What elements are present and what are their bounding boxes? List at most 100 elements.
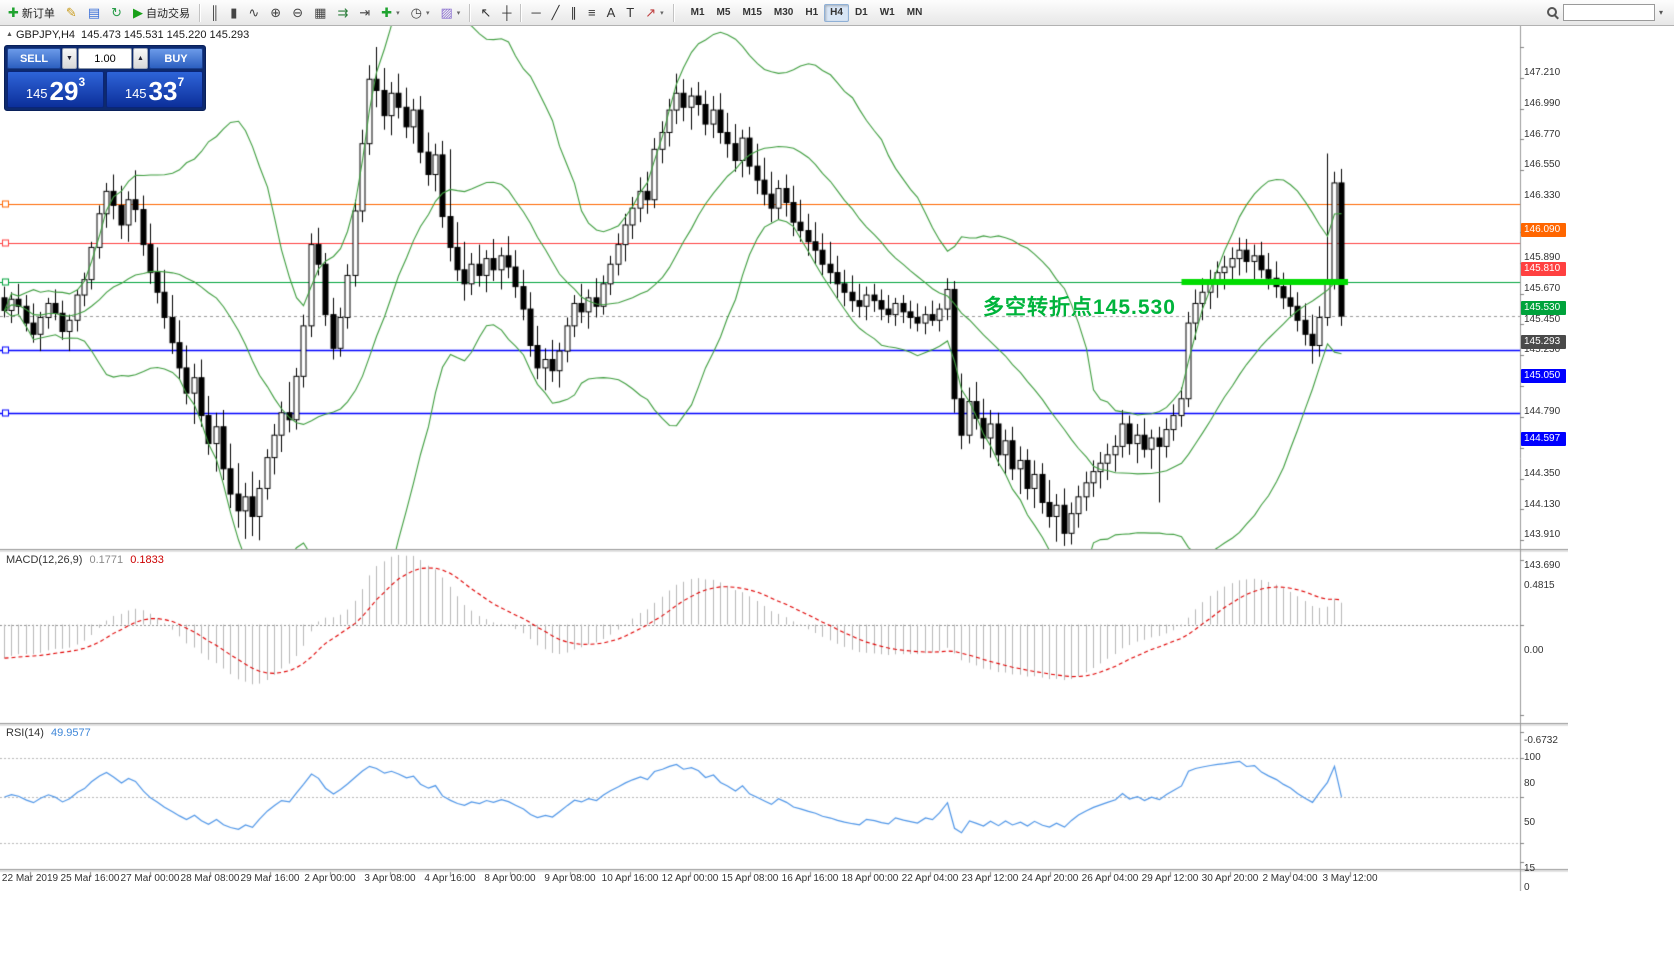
- volume-input[interactable]: [78, 48, 132, 69]
- search-dropdown-icon[interactable]: ▾: [1658, 8, 1663, 17]
- price-tick-label: 145.230: [1524, 344, 1561, 356]
- toolbar-separator: [469, 3, 472, 22]
- price-tick-label: 143.910: [1524, 529, 1561, 541]
- sell-price-button[interactable]: 145 29 3: [7, 71, 104, 108]
- trendline-icon: ╱: [551, 5, 560, 20]
- candlestick-chart-button[interactable]: ▮: [225, 3, 242, 23]
- toolbar-separator: [199, 3, 202, 22]
- zoom-in-icon: ⊕: [270, 5, 282, 20]
- macd-indicator-name: MACD(12,26,9): [6, 554, 83, 566]
- time-tick-label: 29 Mar 16:00: [240, 873, 300, 884]
- horizontal-line-button[interactable]: ─: [526, 3, 545, 23]
- autotrading-button[interactable]: ▶ 自动交易: [128, 3, 195, 23]
- rsi-scale-label: 15: [1524, 862, 1536, 874]
- zoom-in-button[interactable]: ⊕: [265, 3, 286, 23]
- macd-scale-label: 0.4815: [1524, 579, 1555, 591]
- time-tick-label: 8 Apr 00:00: [484, 873, 536, 884]
- timeframe-h1-button[interactable]: H1: [805, 6, 819, 18]
- toolbar-separator: [672, 3, 675, 22]
- price-tick-label: 146.550: [1524, 159, 1561, 171]
- time-tick-label: 18 Apr 00:00: [841, 873, 899, 884]
- text-label-icon: T: [626, 5, 635, 20]
- price-tick-label: 146.770: [1524, 128, 1561, 140]
- cursor-icon: ↖: [480, 5, 492, 20]
- toolbar: ✚ 新订单 ✎ ▤ ↻ ▶ 自动交易 ║ ▮ ∿ ⊕ ⊖ ▦ ⇉ ⇥ ✚ ▾ ◷ ▾ ▨ ▾ ↖ ┼ ─ ╱ ∥ ≡ A T ↗ ▾ M1 M5…: [0, 0, 1674, 26]
- timeframe-m1-button[interactable]: M1: [690, 6, 705, 18]
- price-tick-label: 145.670: [1524, 282, 1561, 294]
- crosshair-button[interactable]: ┼: [497, 3, 516, 23]
- rsi-scale-label: 50: [1524, 817, 1536, 828]
- zoom-out-button[interactable]: ⊖: [287, 3, 308, 23]
- volume-increase-button[interactable]: ▲: [133, 48, 148, 69]
- refresh-button[interactable]: ↻: [106, 3, 127, 23]
- arrows-button[interactable]: ↗ ▾: [640, 3, 668, 23]
- symbol-search-input[interactable]: [1562, 4, 1655, 21]
- new-order-icon: ✚: [8, 5, 19, 20]
- bar-chart-icon: ║: [210, 5, 220, 20]
- collapse-arrow-icon[interactable]: ▲: [6, 31, 13, 38]
- timeframe-m30-button[interactable]: M30: [773, 6, 794, 18]
- symbol-info: ▲ GBPJPY,H4 145.473 145.531 145.220 145.29…: [6, 29, 249, 41]
- tile-windows-icon: ▦: [314, 5, 327, 20]
- sell-button[interactable]: SELL: [7, 48, 61, 69]
- periods-button[interactable]: ◷ ▾: [406, 3, 435, 23]
- volume-decrease-button[interactable]: ▼: [62, 48, 77, 69]
- trade-panel-prices: 145 29 3 145 33 7: [7, 71, 203, 108]
- buy-price-pips: 33: [148, 76, 178, 106]
- text-button[interactable]: A: [602, 3, 621, 23]
- buy-price-point: 7: [177, 75, 185, 89]
- bar-chart-button[interactable]: ║: [205, 3, 224, 23]
- toolbar-separator: [520, 3, 523, 22]
- time-tick-label: 15 Apr 08:00: [721, 873, 779, 884]
- sell-price-pips: 29: [49, 76, 79, 106]
- chart-canvas[interactable]: [0, 26, 1568, 891]
- text-label-button[interactable]: T: [621, 3, 639, 23]
- auto-scroll-icon: ⇉: [337, 5, 349, 20]
- auto-scroll-button[interactable]: ⇉: [332, 3, 353, 23]
- hline-144597-badge: 144.597: [1521, 432, 1566, 447]
- price-tick-label: 146.330: [1524, 190, 1561, 202]
- timeframe-w1-button[interactable]: W1: [879, 6, 895, 18]
- symbol-name: GBPJPY,H4: [15, 29, 76, 41]
- buy-button[interactable]: BUY: [149, 48, 203, 69]
- timeframe-m5-button[interactable]: M5: [716, 6, 731, 18]
- time-tick-label: 10 Apr 16:00: [601, 873, 659, 884]
- buy-price-whole: 145: [124, 86, 147, 101]
- templates-button[interactable]: ▨ ▾: [436, 3, 466, 23]
- sell-price-whole: 145: [25, 86, 48, 101]
- price-tick-label: 145.450: [1524, 313, 1561, 325]
- timeframe-d1-button[interactable]: D1: [854, 6, 868, 18]
- metaeditor-button[interactable]: ✎: [61, 3, 82, 23]
- trendline-button[interactable]: ╱: [547, 3, 565, 23]
- timeframe-h4-button[interactable]: H4: [824, 3, 849, 22]
- fibonacci-button[interactable]: ≡: [583, 3, 601, 23]
- line-chart-button[interactable]: ∿: [243, 3, 264, 23]
- search-icon: [1546, 6, 1559, 19]
- timeframe-mn-button[interactable]: MN: [906, 6, 923, 18]
- terminal-button[interactable]: ▤: [83, 3, 105, 23]
- terminal-icon: ▤: [87, 5, 101, 20]
- time-tick-label: 3 May 12:00: [1322, 873, 1378, 884]
- channel-button[interactable]: ∥: [565, 3, 582, 23]
- price-tick-label: 146.990: [1524, 97, 1561, 109]
- tile-windows-button[interactable]: ▦: [309, 3, 331, 23]
- chart-shift-icon: ⇥: [359, 5, 371, 20]
- rsi-scale-label: 100: [1524, 752, 1541, 763]
- macd-label: MACD(12,26,9) 0.1771 0.1833: [6, 554, 164, 566]
- indicators-button[interactable]: ✚ ▾: [376, 3, 404, 23]
- buy-price-button[interactable]: 145 33 7: [106, 71, 203, 108]
- time-tick-label: 9 Apr 08:00: [544, 873, 596, 884]
- timeframe-m15-button[interactable]: M15: [742, 6, 762, 18]
- crosshair-icon: ┼: [502, 5, 512, 20]
- chart-shift-button[interactable]: ⇥: [354, 3, 375, 23]
- time-tick-label: 25 Mar 16:00: [60, 873, 120, 884]
- arrow-objects-icon: ↗: [645, 5, 657, 20]
- metaeditor-icon: ✎: [65, 5, 77, 20]
- cursor-button[interactable]: ↖: [475, 3, 496, 23]
- refresh-icon: ↻: [111, 5, 123, 20]
- price-tick-label: 147.210: [1524, 67, 1561, 78]
- new-order-button[interactable]: ✚ 新订单: [3, 3, 60, 23]
- macd-main-value: 0.1771: [89, 554, 124, 566]
- time-tick-label: 24 Apr 20:00: [1021, 873, 1079, 884]
- fibonacci-icon: ≡: [587, 5, 596, 20]
